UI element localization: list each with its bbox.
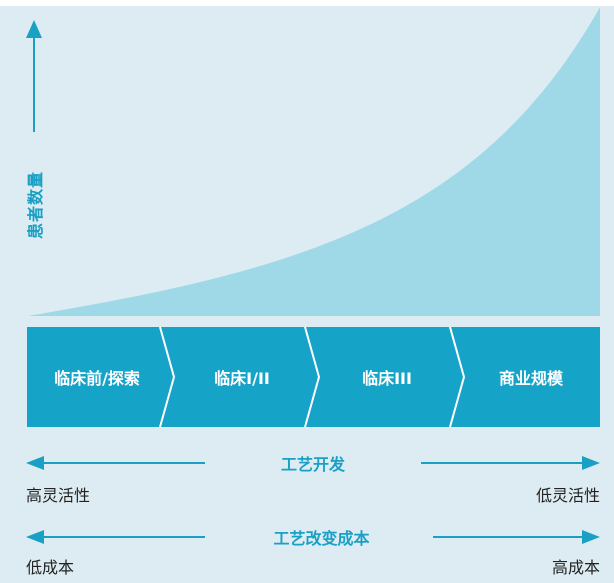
- flexibility-right-arrowhead-icon: [582, 456, 600, 470]
- stage-divider-2: [304, 326, 321, 428]
- process-development-title: 工艺开发: [280, 455, 345, 474]
- high-cost-label: 高成本: [551, 558, 600, 577]
- patient-growth-area: [28, 7, 600, 316]
- process-change-cost-title: 工艺改变成本: [273, 529, 370, 548]
- cost-right-arrowhead-icon: [582, 530, 600, 544]
- cost-left-arrowhead-icon: [26, 530, 44, 544]
- stage-preclinical: 临床前/探索: [54, 369, 140, 388]
- stage-commercial: 商业规模: [498, 369, 563, 388]
- low-flexibility-label: 低灵活性: [535, 486, 600, 505]
- stage-divider-3: [449, 326, 466, 428]
- low-cost-label: 低成本: [26, 558, 75, 577]
- y-axis-label: 患者数量: [14, 150, 54, 260]
- y-axis-arrowhead-icon: [26, 20, 42, 38]
- stage-divider-1: [159, 326, 176, 428]
- stage-clinical-1-2: 临床I/II: [214, 369, 270, 388]
- y-axis-label-text: 患者数量: [26, 170, 46, 240]
- top-strip: [0, 0, 614, 6]
- stage-clinical-3: 临床III: [362, 369, 412, 388]
- high-flexibility-label: 高灵活性: [26, 486, 91, 505]
- flexibility-left-arrowhead-icon: [26, 456, 44, 470]
- stage-band: [27, 327, 600, 427]
